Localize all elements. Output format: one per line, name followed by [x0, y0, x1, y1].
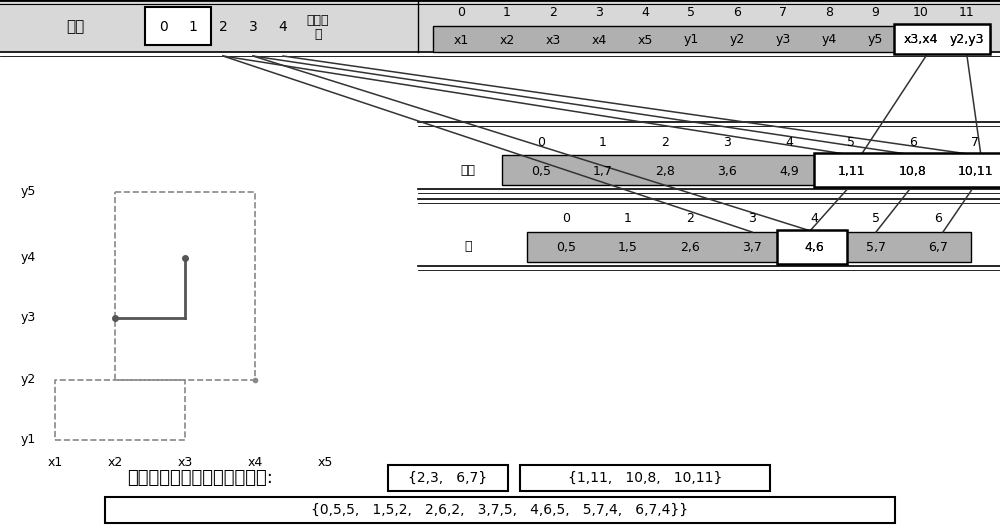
- Text: 5: 5: [687, 6, 695, 20]
- Text: x1: x1: [47, 456, 63, 468]
- Bar: [145, 7, 211, 45]
- Text: 5: 5: [872, 212, 880, 225]
- Text: x3,x4: x3,x4: [904, 33, 938, 46]
- Text: 11: 11: [959, 6, 975, 20]
- Text: 0: 0: [159, 20, 167, 34]
- Text: 0,5: 0,5: [556, 241, 576, 254]
- Text: 0,5: 0,5: [531, 165, 551, 177]
- Text: 3: 3: [723, 136, 731, 148]
- Text: 0: 0: [457, 6, 465, 20]
- Text: y5: y5: [20, 185, 36, 199]
- Text: 6: 6: [934, 212, 942, 225]
- Text: 3,7: 3,7: [742, 241, 762, 254]
- Bar: [777, 230, 847, 264]
- Text: 2: 2: [549, 6, 557, 20]
- Text: 3: 3: [748, 212, 756, 225]
- Text: x4: x4: [247, 456, 263, 468]
- Text: x5: x5: [637, 33, 653, 46]
- Text: y2,y3: y2,y3: [950, 33, 984, 46]
- Text: 10,11: 10,11: [957, 165, 993, 177]
- Text: x2: x2: [499, 33, 515, 46]
- Text: 9: 9: [871, 6, 879, 20]
- Text: 4,6: 4,6: [804, 241, 824, 254]
- Text: 10: 10: [913, 6, 929, 20]
- Text: 1,7: 1,7: [593, 165, 613, 177]
- Text: 8: 8: [825, 6, 833, 20]
- Text: x2: x2: [107, 456, 123, 468]
- Text: y4: y4: [20, 251, 36, 265]
- Text: 6: 6: [909, 136, 917, 148]
- Text: y2: y2: [20, 373, 36, 386]
- Bar: [388, 465, 508, 491]
- Bar: [502, 155, 1000, 185]
- Text: {2,3,   6,7}: {2,3, 6,7}: [408, 471, 488, 485]
- Text: 4: 4: [785, 136, 793, 148]
- Text: y2: y2: [729, 33, 745, 46]
- Text: 10,8: 10,8: [899, 165, 927, 177]
- Text: y4: y4: [821, 33, 837, 46]
- Text: y5: y5: [867, 33, 883, 46]
- Text: x5: x5: [317, 456, 333, 468]
- Text: 查找表中的完备最优斯坦纳树:: 查找表中的完备最优斯坦纳树:: [127, 469, 273, 487]
- Text: x4: x4: [591, 33, 607, 46]
- Text: 4: 4: [641, 6, 649, 20]
- Text: 2,6: 2,6: [680, 241, 700, 254]
- Text: 0: 0: [537, 136, 545, 148]
- Text: y1: y1: [683, 33, 699, 46]
- Text: 10,8: 10,8: [899, 165, 927, 177]
- Text: 2: 2: [219, 20, 227, 34]
- Text: 6,7: 6,7: [928, 241, 948, 254]
- Text: x3,x4: x3,x4: [904, 33, 938, 46]
- Text: 1,11: 1,11: [837, 165, 865, 177]
- Text: y3: y3: [775, 33, 791, 46]
- Text: 节点: 节点: [460, 164, 476, 176]
- Bar: [0, 0, 1000, 52]
- Text: {0,5,5,   1,5,2,   2,6,2,   3,7,5,   4,6,5,   5,7,4,   6,7,4}}: {0,5,5, 1,5,2, 2,6,2, 3,7,5, 4,6,5, 5,7,…: [311, 503, 689, 517]
- Text: x3: x3: [177, 456, 193, 468]
- Text: 3,6: 3,6: [717, 165, 737, 177]
- Bar: [527, 232, 971, 262]
- Text: 10,11: 10,11: [957, 165, 993, 177]
- Text: 1,5: 1,5: [618, 241, 638, 254]
- Text: 1: 1: [599, 136, 607, 148]
- Text: 1: 1: [189, 20, 197, 34]
- Text: 7: 7: [971, 136, 979, 148]
- Text: 变量: 变量: [66, 20, 84, 34]
- Bar: [814, 153, 1000, 187]
- Text: 7: 7: [779, 6, 787, 20]
- Text: 1: 1: [503, 6, 511, 20]
- Text: 4: 4: [810, 212, 818, 225]
- Text: 5,7: 5,7: [866, 241, 886, 254]
- Text: 边: 边: [464, 240, 472, 253]
- Bar: [894, 24, 990, 54]
- Text: 値: 値: [314, 29, 322, 42]
- Text: 2: 2: [686, 212, 694, 225]
- Bar: [105, 497, 895, 523]
- Text: 3: 3: [595, 6, 603, 20]
- Text: {1,11,   10,8,   10,11}: {1,11, 10,8, 10,11}: [568, 471, 722, 485]
- Text: 3: 3: [249, 20, 257, 34]
- Text: 2,8: 2,8: [655, 165, 675, 177]
- Text: x1: x1: [453, 33, 469, 46]
- Text: 4: 4: [279, 20, 287, 34]
- Text: x3: x3: [545, 33, 561, 46]
- Text: y3: y3: [20, 312, 36, 325]
- Bar: [520, 465, 770, 491]
- Text: 5: 5: [847, 136, 855, 148]
- Text: 4,6: 4,6: [804, 241, 824, 254]
- Text: y2,y3: y2,y3: [950, 33, 984, 46]
- Text: 1: 1: [624, 212, 632, 225]
- Text: 4,9: 4,9: [779, 165, 799, 177]
- Text: 0: 0: [562, 212, 570, 225]
- Text: 6: 6: [733, 6, 741, 20]
- Text: y1: y1: [20, 433, 36, 447]
- Text: 1,11: 1,11: [837, 165, 865, 177]
- Text: 区间数: 区间数: [307, 14, 329, 26]
- Text: 2: 2: [661, 136, 669, 148]
- Bar: [433, 26, 990, 52]
